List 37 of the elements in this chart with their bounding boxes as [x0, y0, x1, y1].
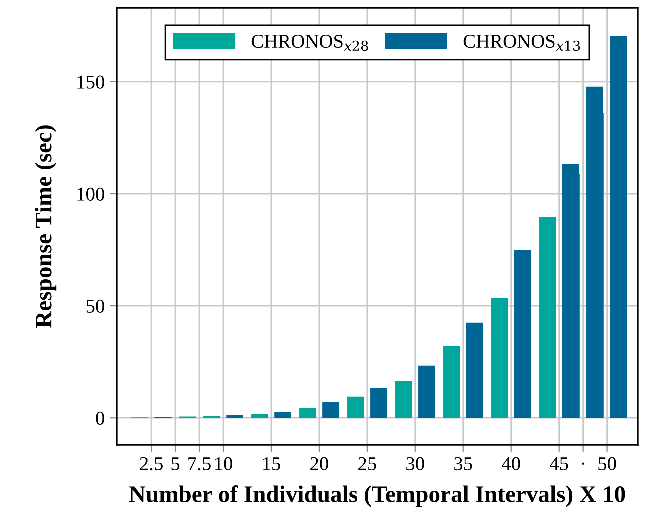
- x-tick-label: 35: [454, 457, 472, 470]
- legend-label: CHRONOS$_{x13}$: [464, 35, 580, 52]
- bar: [610, 36, 628, 418]
- x-tick-label: 7.5: [188, 458, 211, 471]
- bar: [491, 298, 508, 418]
- x-tick-label: 50: [598, 457, 616, 470]
- y-axis-title: Response Time (sec): [35, 126, 57, 328]
- bar: [370, 388, 388, 418]
- x-tick-label: 5: [172, 458, 180, 470]
- bar: [322, 402, 340, 418]
- legend-label: CHRONOS$_{x28}$: [252, 35, 368, 52]
- bar: [443, 346, 460, 418]
- bar: [395, 381, 412, 418]
- x-axis-title: Number of Individuals (Temporal Intervals) X 10: [129, 486, 626, 508]
- x-tick-label: 30: [406, 457, 424, 470]
- bar: [274, 412, 292, 418]
- x-tick-label: 2.5: [140, 457, 163, 471]
- bar: [348, 396, 364, 418]
- x-tick-label: 40: [502, 457, 520, 470]
- x-tick-label: 20: [310, 457, 328, 470]
- x-tick-label: ·: [582, 462, 584, 466]
- x-tick-label: 25: [358, 457, 376, 470]
- x-tick-label: 15: [263, 457, 280, 470]
- y-tick-label: 150: [78, 76, 104, 89]
- x-tick-label: 45: [550, 458, 568, 470]
- bar: [466, 322, 484, 418]
- bar: [252, 414, 268, 418]
- bar: [514, 250, 532, 418]
- bar: [226, 415, 244, 418]
- bar: [418, 366, 436, 418]
- y-tick-label: 0: [96, 412, 104, 426]
- bar: [300, 408, 316, 418]
- y-tick-label: 100: [78, 188, 104, 201]
- bar: [539, 217, 556, 418]
- bar: [586, 86, 604, 418]
- y-tick-label: 50: [86, 300, 104, 313]
- x-tick-label: 10: [215, 457, 232, 470]
